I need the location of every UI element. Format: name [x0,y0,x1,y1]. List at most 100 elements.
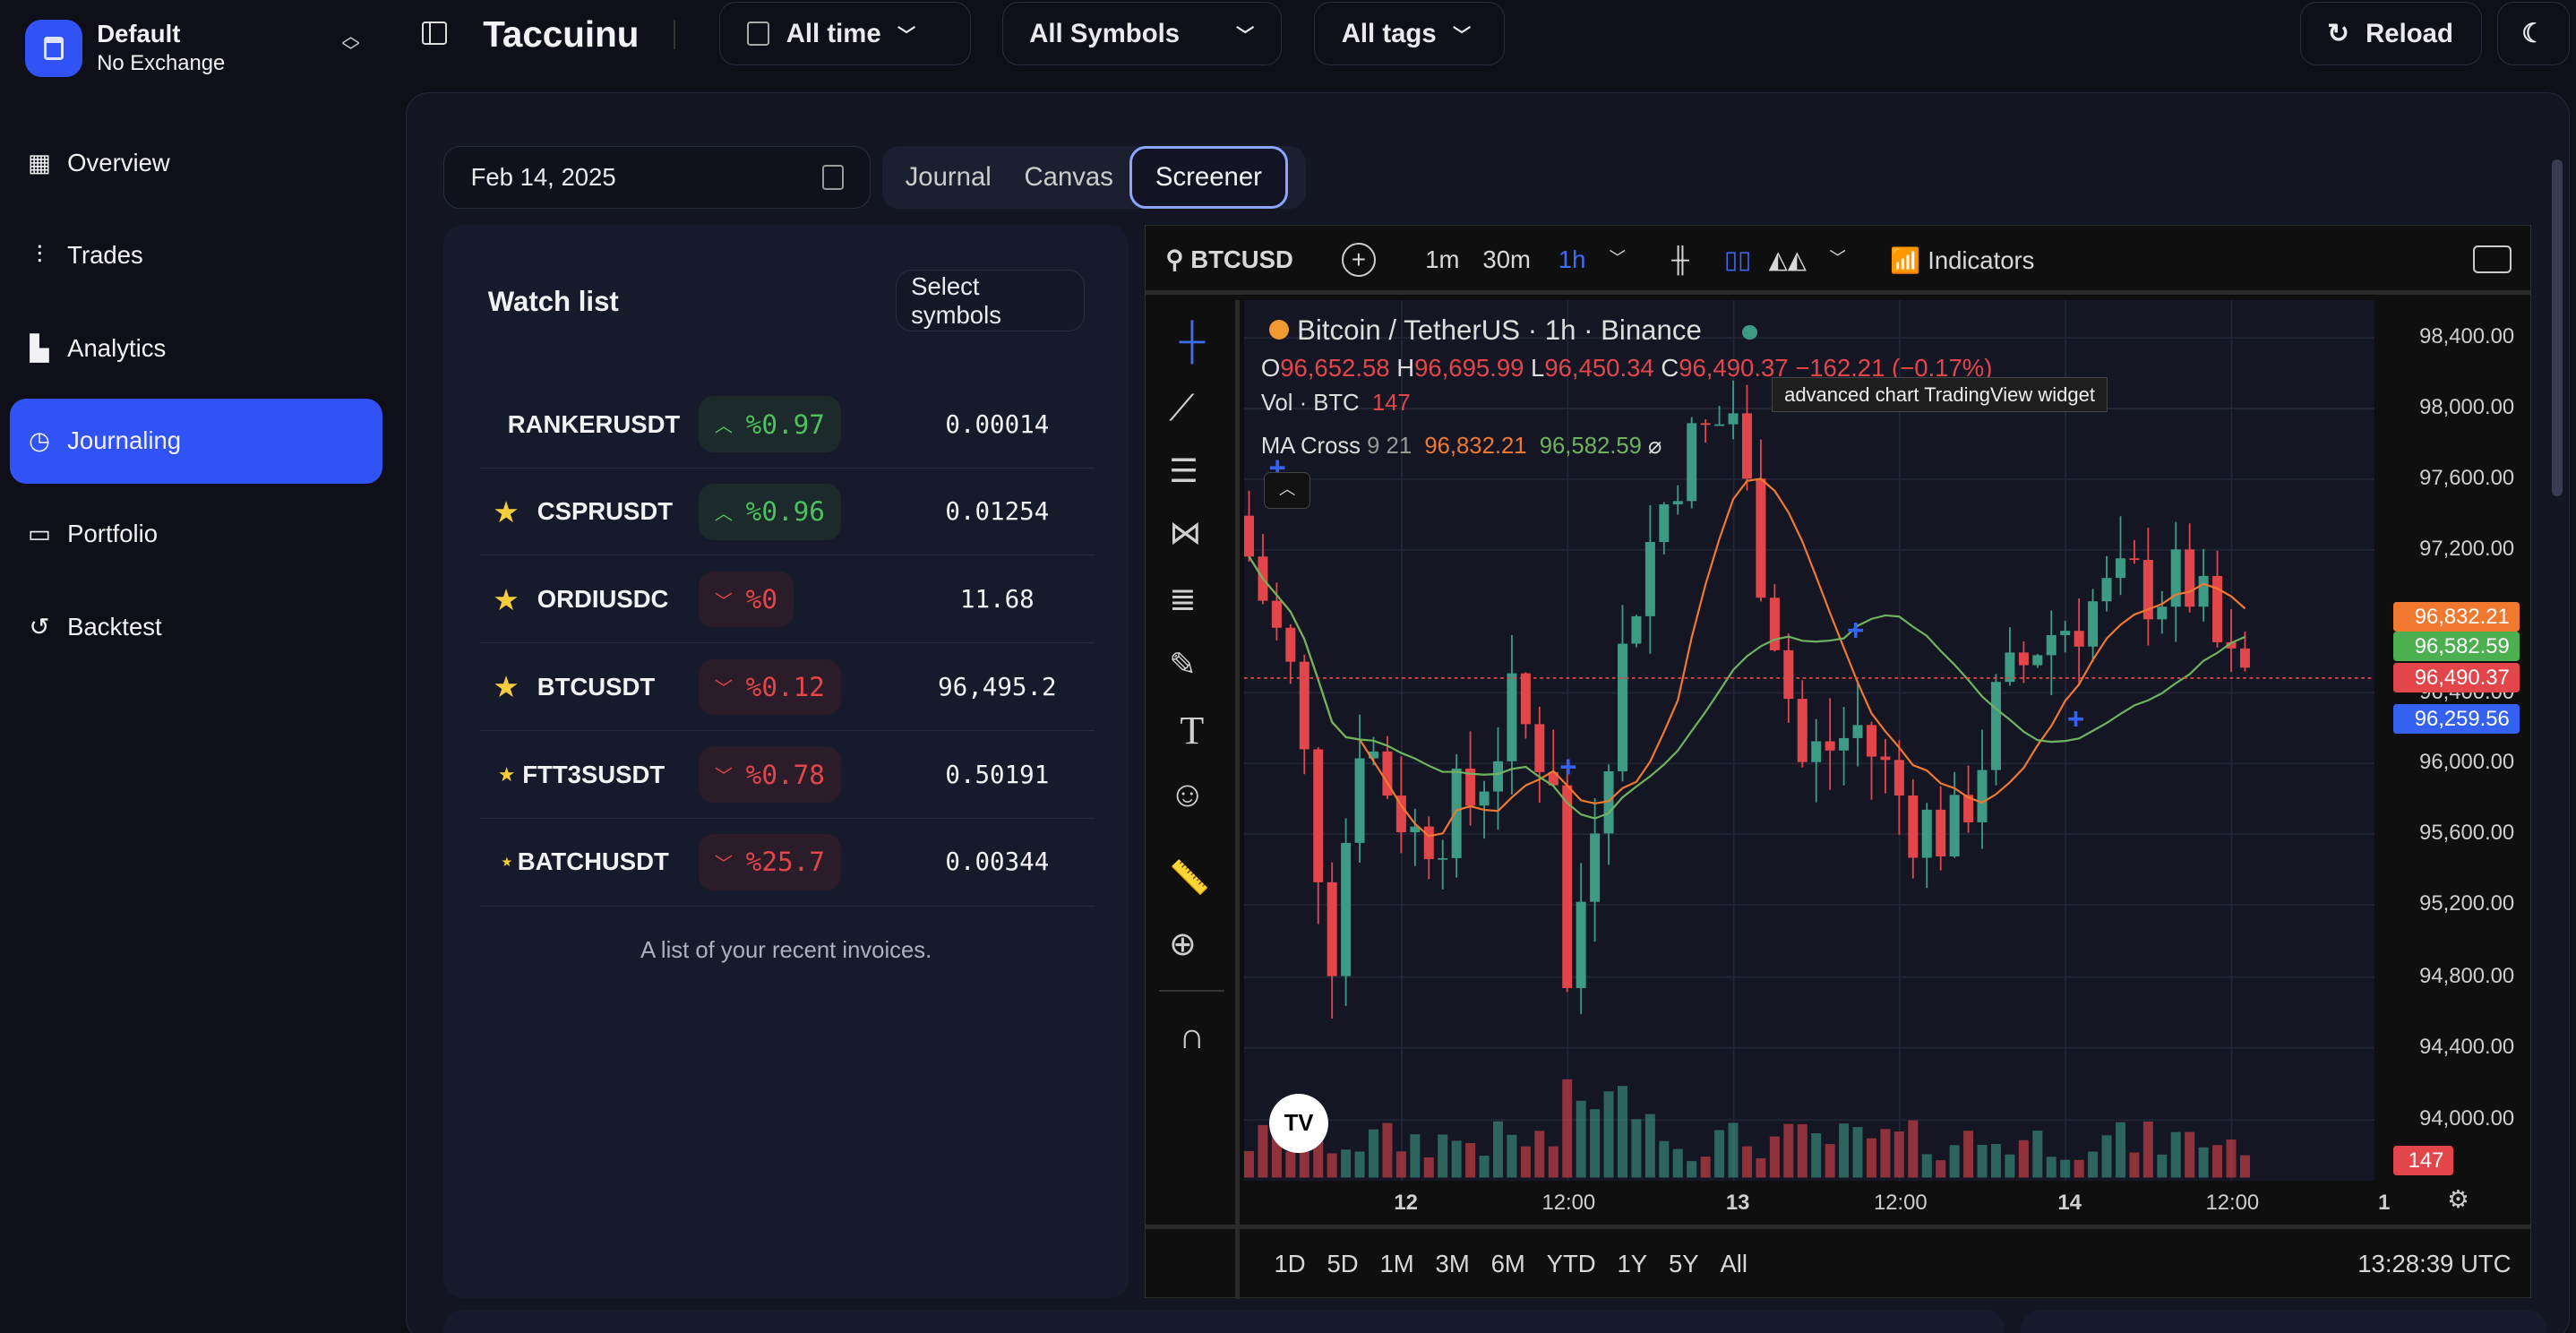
star-icon: ★ [493,494,519,529]
screenshot-camera-icon[interactable] [2473,245,2512,274]
interval-1h[interactable]: 1h [1558,245,1586,274]
indicators-button[interactable]: 📶 Indicators [1890,245,2034,275]
candle [1576,901,1587,988]
reload-button[interactable]: ↻ Reload [2299,1,2483,66]
interval-dropdown-icon[interactable]: ﹀ [1609,248,1626,268]
volume-bar [1770,1136,1781,1178]
candle [2060,630,2071,635]
range-all[interactable]: All [1720,1250,1747,1278]
volume-bar [2171,1131,2182,1178]
candle [2129,558,2140,560]
bar-style-icon[interactable]: ╫ [1671,245,1689,274]
calendar-clock-icon: ◷ [29,426,50,455]
range-1m[interactable]: 1M [1379,1250,1414,1278]
watchlist-row[interactable]: ★ BATCHUSDT ﹀ %25.7 0.00344 [479,819,1095,907]
star-icon: ★ [493,582,519,616]
watchlist-row[interactable]: ★ CSPRUSDT ︿ %0.96 0.01254 [479,469,1095,556]
fib-icon[interactable]: ≣ [1169,580,1197,617]
tab-canvas[interactable]: Canvas [1024,162,1113,193]
select-symbols-button[interactable]: Select symbols [895,269,1085,332]
watchlist-row[interactable]: ★ ORDIUSDC ﹀ %0 11.68 [479,556,1095,644]
sidebar-item-overview[interactable]: ▦ Overview [10,120,382,205]
volume-bar [2088,1151,2099,1178]
sidebar-item-trades[interactable]: ⫶ Trades [10,213,382,298]
range-ytd[interactable]: YTD [1546,1250,1596,1278]
range-1y[interactable]: 1Y [1617,1250,1648,1278]
tab-screener[interactable]: Screener [1129,146,1288,209]
volume-bar [2116,1122,2126,1178]
sidebar-item-analytics[interactable]: ▙ Analytics [10,305,382,391]
watchlist-row[interactable]: ★ BTCUSDT ﹀ %0.12 96,495.2 [479,644,1095,732]
candle [1507,673,1517,761]
bar-chart-icon: ▙ [30,333,49,362]
chevron-down-icon: ﹀ [714,589,733,612]
price-chart[interactable]: ++++ [1244,299,2530,1226]
ohlc-legend: O96,652.58 H96,695.99 L96,450.34 C96,490… [1260,354,1993,383]
change-badge: ﹀ %0.78 [698,746,842,803]
price: 0.01254 [945,497,1050,527]
tags-filter[interactable]: All tags ﹀ [1314,1,1506,66]
scrollbar[interactable] [2551,159,2563,496]
compare-add-icon[interactable]: + [1341,242,1377,278]
candle [1521,673,1532,725]
price-tick: 97,600.00 [2419,466,2515,491]
collapse-legend-button[interactable]: ︿ [1264,472,1310,509]
candle [1825,741,1836,751]
volume-bar [1729,1122,1739,1178]
tab-journal[interactable]: Journal [905,162,992,193]
area-style-icon[interactable]: ◭◭ [1768,245,1807,274]
date-picker[interactable]: Feb 14, 2025 [443,146,872,209]
theme-toggle-button[interactable]: ☾ [2496,1,2570,66]
chart-icon: ⫶ [36,240,43,269]
volume-bar [2101,1135,2112,1178]
emoji-icon[interactable]: ☺ [1169,773,1206,815]
interval-1m[interactable]: 1m [1425,245,1460,274]
range-6m[interactable]: 6M [1490,1250,1525,1278]
volume-bar [1783,1123,1794,1178]
range-3m[interactable]: 3M [1435,1250,1470,1278]
sidebar-toggle-icon[interactable] [422,21,447,45]
sidebar-item-backtest[interactable]: ↺ Backtest [10,584,382,669]
zoom-in-icon[interactable]: ⊕ [1169,924,1197,962]
sidebar-item-portfolio[interactable]: ▭ Portfolio [10,491,382,576]
volume-bar [1936,1159,1946,1178]
text-icon[interactable]: T [1180,708,1205,752]
range-5y[interactable]: 5Y [1668,1250,1699,1278]
interval-30m[interactable]: 30m [1482,245,1531,274]
tradingview-widget[interactable]: ⚲ BTCUSD + 1m 30m 1h ﹀ ╫ ▯▯ ◭◭ ﹀ 📶 Indic… [1145,225,2532,1299]
price-tick: 94,400.00 [2419,1034,2515,1059]
chart-style-dropdown-icon[interactable]: ﹀ [1829,248,1846,268]
watchlist-row[interactable]: ★ FTT3SUSDT ﹀ %0.78 0.50191 [479,732,1095,819]
ruler-icon[interactable]: 📏 [1169,859,1210,897]
range-1d[interactable]: 1D [1274,1250,1306,1278]
time-filter[interactable]: All time ﹀ [719,1,971,66]
sidebar-item-journaling[interactable]: ◷ Journaling [10,398,383,485]
candle [1867,725,1877,757]
crosshair-icon[interactable]: ┼ [1179,319,1206,361]
candle [1950,795,1961,856]
trade-marker-icon: + [2067,702,2084,735]
trend-line-icon[interactable]: ⟋ [1169,387,1195,429]
volume-bar [1963,1131,1974,1178]
candle [1590,833,1601,902]
candle [1977,770,1988,822]
volume-bar [1894,1131,1905,1178]
volume-bar [1382,1122,1393,1178]
horizontal-lines-icon[interactable]: ☰ [1169,452,1198,489]
range-5d[interactable]: 5D [1327,1250,1359,1278]
legend-title: Bitcoin / TetherUS · 1h · Binance [1268,314,1757,347]
chart-settings-icon[interactable]: ⚙ [2447,1185,2469,1214]
candle-style-icon[interactable]: ▯▯ [1724,245,1752,274]
sidebar-item-label: Analytics [67,333,167,362]
workspace-switcher[interactable]: Default No Exchange ︿ ﹀ [24,20,378,79]
magnet-icon[interactable]: ∩ [1179,1014,1206,1056]
watchlist-row[interactable]: RANKERUSDT ︿ %0.97 0.00014 [479,382,1095,469]
pattern-icon[interactable]: ⋈ [1169,514,1202,552]
symbol-search[interactable]: ⚲ BTCUSD [1165,245,1293,274]
brush-icon[interactable]: ✎ [1169,646,1197,683]
volume-bar [2047,1157,2057,1178]
candle [1285,627,1296,662]
symbol-label: BTCUSD [1190,245,1293,274]
chevron-down-icon: ﹀ [1236,26,1255,47]
symbols-filter[interactable]: All Symbols ﹀ [1001,1,1282,66]
